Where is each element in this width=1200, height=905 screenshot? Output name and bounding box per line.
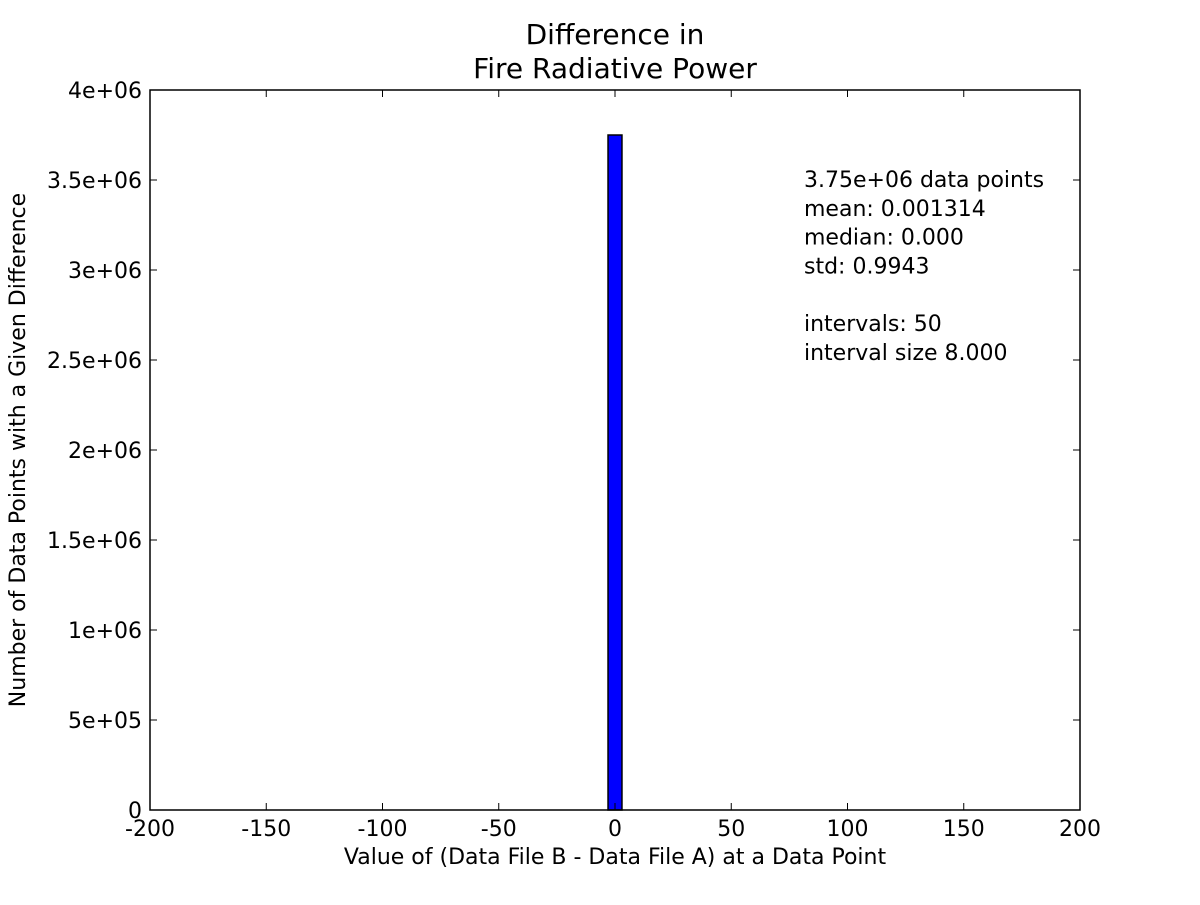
x-tick-label-8: 200 — [1059, 817, 1101, 842]
y-tick-label-0: 0 — [128, 799, 142, 824]
y-tick-label-6: 3e+06 — [68, 259, 142, 284]
x-tick-label-0: -200 — [125, 817, 175, 842]
x-tick-label-5: 50 — [717, 817, 745, 842]
y-tick-label-3: 1.5e+06 — [47, 529, 142, 554]
stats-line-3: std: 0.9943 — [804, 254, 929, 279]
stats-line-6: interval size 8.000 — [804, 341, 1008, 366]
stats-line-1: mean: 0.001314 — [804, 197, 986, 222]
stats-annotation: 3.75e+06 data points mean: 0.001314 median… — [804, 168, 1044, 366]
y-tick-label-1: 5e+05 — [68, 709, 142, 734]
x-tick-label-6: 100 — [827, 817, 869, 842]
x-tick-label-7: 150 — [943, 817, 985, 842]
y-tick-label-2: 1e+06 — [68, 619, 142, 644]
stats-line-2: median: 0.000 — [804, 226, 964, 251]
y-tick-label-5: 2.5e+06 — [47, 349, 142, 374]
plot-area: -200 -150 -100 -50 0 50 100 150 200 0 5e+05 1e+06 1.… — [47, 79, 1101, 842]
y-tick-label-8: 4e+06 — [68, 79, 142, 104]
x-tick-label-3: -50 — [481, 817, 517, 842]
y-tick-label-7: 3.5e+06 — [47, 169, 142, 194]
x-axis-label: Value of (Data File B - Data File A) at … — [344, 845, 887, 870]
chart-title-line-2: Fire Radiative Power — [473, 52, 757, 85]
chart-title-line-1: Difference in — [526, 18, 705, 51]
x-tick-label-1: -150 — [241, 817, 291, 842]
y-axis-label: Number of Data Points with a Given Diffe… — [6, 193, 31, 707]
histogram-bar-0 — [607, 134, 623, 811]
y-tick-label-4: 2e+06 — [68, 439, 142, 464]
stats-line-5: intervals: 50 — [804, 312, 942, 337]
x-tick-label-4: 0 — [608, 817, 622, 842]
stats-line-0: 3.75e+06 data points — [804, 168, 1044, 193]
x-tick-label-2: -100 — [358, 817, 408, 842]
